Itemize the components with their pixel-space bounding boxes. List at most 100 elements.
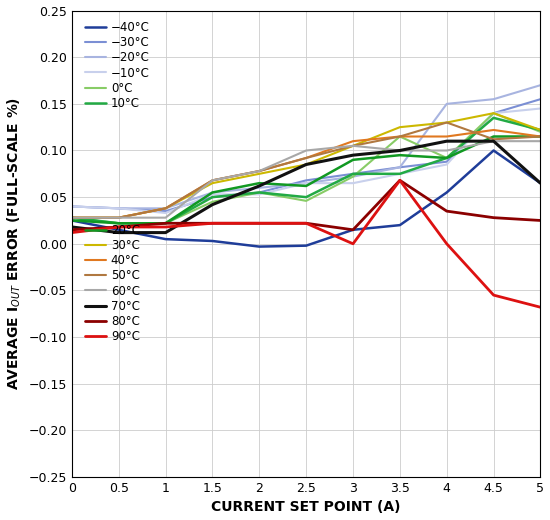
60°C	[209, 177, 216, 184]
0°C	[397, 134, 403, 140]
−10°C	[162, 210, 169, 216]
0°C	[443, 155, 450, 161]
60°C	[443, 147, 450, 153]
90°C	[350, 241, 356, 247]
40°C	[209, 177, 216, 184]
−30°C	[162, 208, 169, 214]
50°C	[303, 155, 310, 161]
−30°C	[209, 194, 216, 200]
−10°C	[69, 203, 75, 210]
80°C	[397, 177, 403, 184]
−30°C	[116, 205, 122, 212]
10°C	[162, 220, 169, 226]
80°C	[443, 208, 450, 214]
Line: 10°C: 10°C	[72, 118, 541, 223]
90°C	[303, 220, 310, 226]
60°C	[397, 147, 403, 153]
50°C	[256, 168, 262, 174]
70°C	[209, 201, 216, 207]
−40°C	[443, 189, 450, 196]
−40°C	[69, 217, 75, 224]
−10°C	[490, 110, 497, 116]
−20°C	[350, 174, 356, 180]
−30°C	[350, 171, 356, 177]
Line: 60°C: 60°C	[72, 141, 541, 218]
20°C	[209, 189, 216, 196]
10°C	[303, 194, 310, 200]
70°C	[537, 180, 544, 186]
80°C	[69, 227, 75, 233]
−10°C	[397, 171, 403, 177]
60°C	[303, 147, 310, 153]
40°C	[490, 127, 497, 133]
−10°C	[443, 161, 450, 167]
−20°C	[443, 101, 450, 107]
20°C	[116, 220, 122, 226]
40°C	[443, 134, 450, 140]
60°C	[350, 142, 356, 149]
−40°C	[303, 242, 310, 249]
−30°C	[490, 110, 497, 116]
40°C	[397, 134, 403, 140]
20°C	[443, 155, 450, 161]
Line: 40°C: 40°C	[72, 130, 541, 218]
−20°C	[490, 96, 497, 102]
70°C	[256, 183, 262, 189]
Line: 70°C: 70°C	[72, 141, 541, 232]
Line: −30°C: −30°C	[72, 99, 541, 211]
90°C	[537, 304, 544, 310]
90°C	[443, 241, 450, 247]
20°C	[69, 217, 75, 224]
0°C	[209, 199, 216, 205]
10°C	[69, 215, 75, 221]
30°C	[537, 127, 544, 133]
50°C	[490, 136, 497, 142]
40°C	[116, 215, 122, 221]
Legend: 20°C, 30°C, 40°C, 50°C, 60°C, 70°C, 80°C, 90°C: 20°C, 30°C, 40°C, 50°C, 60°C, 70°C, 80°C…	[82, 222, 142, 345]
60°C	[69, 215, 75, 221]
80°C	[490, 215, 497, 221]
80°C	[350, 227, 356, 233]
10°C	[209, 194, 216, 200]
−10°C	[537, 106, 544, 112]
60°C	[162, 215, 169, 221]
50°C	[162, 205, 169, 212]
70°C	[303, 161, 310, 167]
−40°C	[350, 227, 356, 233]
−40°C	[116, 227, 122, 233]
0°C	[303, 198, 310, 204]
−30°C	[303, 177, 310, 184]
Line: −20°C: −20°C	[72, 85, 541, 209]
90°C	[116, 224, 122, 230]
−10°C	[209, 191, 216, 198]
20°C	[350, 157, 356, 163]
0°C	[490, 110, 497, 116]
10°C	[397, 171, 403, 177]
10°C	[350, 171, 356, 177]
−10°C	[116, 205, 122, 212]
10°C	[256, 189, 262, 196]
70°C	[397, 147, 403, 153]
−30°C	[397, 164, 403, 171]
Line: 90°C: 90°C	[72, 180, 541, 307]
−40°C	[537, 180, 544, 186]
40°C	[162, 205, 169, 212]
40°C	[537, 134, 544, 140]
30°C	[443, 120, 450, 126]
30°C	[162, 205, 169, 212]
70°C	[490, 138, 497, 144]
50°C	[116, 215, 122, 221]
−20°C	[303, 180, 310, 186]
90°C	[490, 292, 497, 298]
−40°C	[490, 147, 497, 153]
0°C	[116, 220, 122, 226]
30°C	[490, 110, 497, 116]
−20°C	[116, 205, 122, 212]
−30°C	[537, 96, 544, 102]
Line: 20°C: 20°C	[72, 137, 541, 223]
30°C	[303, 161, 310, 167]
−40°C	[162, 236, 169, 242]
30°C	[209, 180, 216, 186]
Line: −10°C: −10°C	[72, 109, 541, 213]
Line: −40°C: −40°C	[72, 150, 541, 246]
